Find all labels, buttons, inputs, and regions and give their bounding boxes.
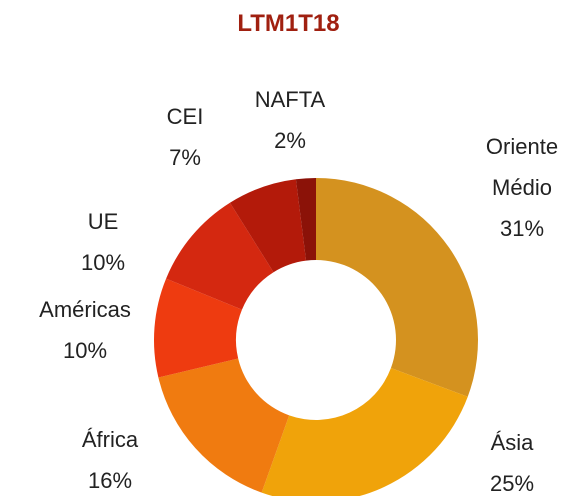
chart-title: LTM1T18 — [237, 10, 340, 37]
donut-slice — [166, 202, 274, 310]
category-label: NAFTA — [254, 87, 326, 112]
value-label: 10% — [80, 250, 126, 275]
value-label: 31% — [499, 216, 545, 241]
category-label: Américas — [39, 297, 131, 322]
value-label: 25% — [489, 471, 535, 496]
slice-label: CEI 7% — [125, 96, 245, 178]
value-label: 2% — [274, 128, 306, 153]
category-label: Oriente Médio — [485, 134, 559, 200]
slice-label: Américas 10% — [25, 289, 145, 371]
value-label: 10% — [62, 338, 108, 363]
donut-slice — [316, 178, 478, 397]
value-label: 16% — [87, 468, 133, 493]
slice-label: Oriente Médio 31% — [472, 126, 572, 249]
slice-label: NAFTA 2% — [230, 79, 350, 161]
slice-label: África 16% — [50, 419, 170, 496]
donut-slice — [158, 358, 290, 493]
donut-slice — [229, 179, 307, 273]
category-label: África — [81, 427, 139, 452]
category-label: CEI — [166, 104, 204, 129]
donut-slice — [154, 278, 242, 378]
donut-slice — [295, 178, 316, 261]
category-label: UE — [87, 209, 119, 234]
category-label: Ásia — [490, 430, 534, 455]
value-label: 7% — [169, 145, 201, 170]
slice-label: Ásia 25% — [452, 422, 572, 496]
slice-label: UE 10% — [43, 201, 163, 283]
donut-slice — [261, 368, 468, 496]
